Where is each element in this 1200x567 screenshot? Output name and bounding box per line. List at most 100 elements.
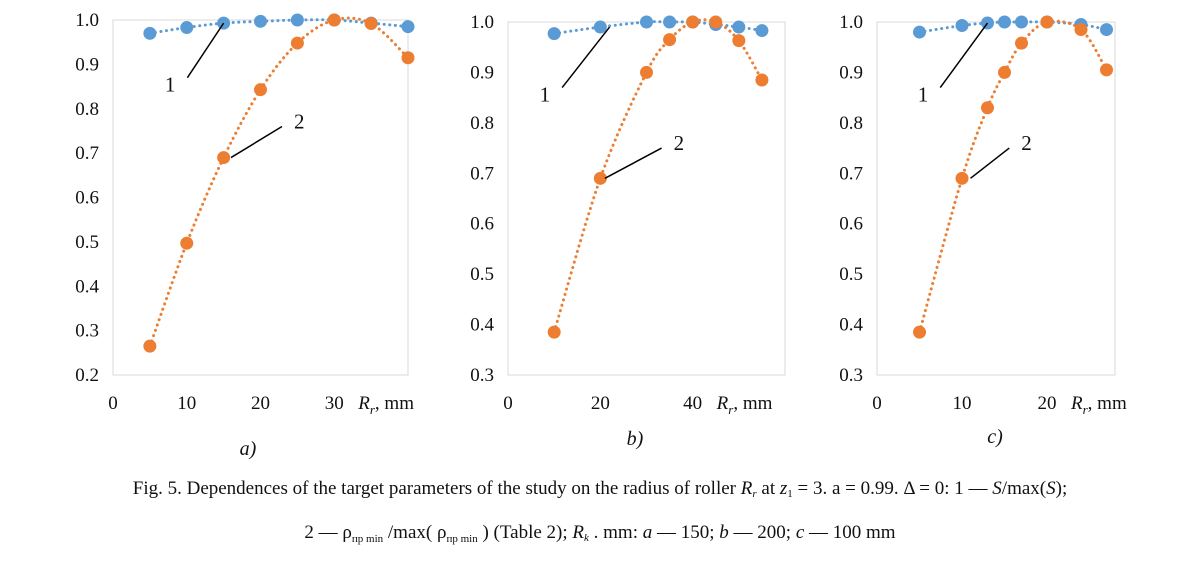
caption-text: at <box>756 478 780 499</box>
y-tick-label: 1.0 <box>470 12 494 33</box>
plot-area <box>112 19 409 376</box>
data-point-series-2 <box>143 339 157 353</box>
series-line-2 <box>918 19 1108 334</box>
data-point-series-2 <box>1074 23 1088 37</box>
data-point-series-2 <box>401 51 415 65</box>
data-point-series-2 <box>364 17 378 31</box>
data-point-series-1 <box>143 26 157 40</box>
y-tick-label: 0.4 <box>839 315 863 336</box>
data-point-series-1 <box>401 20 415 34</box>
data-point-series-2 <box>755 73 769 87</box>
x-tick-label: 0 <box>503 393 513 414</box>
y-tick-label: 0.7 <box>470 163 494 184</box>
data-point-series-1 <box>998 15 1011 29</box>
data-point-series-1 <box>254 14 267 28</box>
y-tick-label: 0.4 <box>75 276 99 297</box>
subfigure-label: c) <box>987 426 1003 448</box>
data-point-series-2 <box>640 65 653 79</box>
caption-text: — 200; <box>728 522 796 543</box>
caption-text: 2 — ρ <box>304 522 352 543</box>
y-tick-label: 0.7 <box>839 163 863 184</box>
data-point-series-2 <box>732 34 746 48</box>
caption-text: 1 <box>787 488 793 500</box>
figure-caption-line1: Fig. 5. Dependences of the target parame… <box>0 478 1200 500</box>
x-tick-label: 30 <box>325 393 344 414</box>
leader-line-1 <box>939 22 989 89</box>
y-tick-label: 0.5 <box>75 232 99 253</box>
data-point-series-2 <box>709 15 723 29</box>
data-point-series-2 <box>686 15 700 29</box>
data-point-series-1 <box>663 15 677 29</box>
data-point-series-2 <box>217 151 231 165</box>
data-point-series-1 <box>1100 23 1113 37</box>
data-point-series-2 <box>913 325 926 339</box>
x-tick-label: 20 <box>251 393 270 414</box>
x-tick-label: 0 <box>108 393 118 414</box>
data-point-series-1 <box>1015 15 1028 29</box>
data-point-series-2 <box>327 13 341 27</box>
data-point-series-1 <box>732 20 746 34</box>
y-tick-label: 1.0 <box>75 10 99 31</box>
data-point-series-2 <box>998 65 1011 79</box>
y-tick-label: 0.3 <box>75 321 99 342</box>
subfigure-label: a) <box>240 438 257 460</box>
caption-text: . mm: <box>588 522 643 543</box>
caption-text: — 100 mm <box>804 522 896 543</box>
data-point-series-1 <box>593 20 607 34</box>
y-tick-label: 0.9 <box>470 62 494 83</box>
curve-label-2: 2 <box>674 131 685 155</box>
chart-svg-c: 0.3 0.4 0.5 0.6 0.7 0.8 0.9 1.0 0 10 20 Rr, mm 1 2 c) <box>839 12 1127 448</box>
y-tick-label: 0.3 <box>839 365 863 386</box>
caption-text: a <box>642 522 653 543</box>
y-tick-label: 0.7 <box>75 143 99 164</box>
data-point-series-2 <box>593 171 607 185</box>
data-point-series-2 <box>955 171 969 185</box>
chart-svg-a: 0.2 0.3 0.4 0.5 0.6 0.7 0.8 0.9 1.0 0 10 20 30 Rr, mm… <box>75 10 415 460</box>
curve-label-2: 2 <box>294 110 305 134</box>
leader-line-2 <box>970 147 1010 179</box>
leader-line-2 <box>230 125 283 159</box>
y-tick-label: 0.4 <box>470 315 494 336</box>
data-point-series-1 <box>955 19 969 33</box>
caption-text: пр min <box>351 533 384 545</box>
caption-text: z <box>779 478 788 499</box>
y-tick-label: 0.8 <box>470 113 494 134</box>
caption-text: ); <box>1055 478 1068 499</box>
caption-text: b <box>719 522 729 543</box>
caption-text: c <box>795 522 805 543</box>
data-point-series-2 <box>663 33 677 47</box>
data-point-series-1 <box>290 13 304 27</box>
data-point-series-2 <box>1100 63 1113 77</box>
y-tick-label: 0.6 <box>839 214 863 235</box>
subfigure-label: b) <box>627 428 644 450</box>
curve-label-1: 1 <box>540 83 551 107</box>
data-point-series-2 <box>254 83 267 97</box>
x-tick-label: 20 <box>1038 393 1057 414</box>
data-point-series-2 <box>180 236 194 250</box>
chart-a: 0.2 0.3 0.4 0.5 0.6 0.7 0.8 0.9 1.0 0 10 20 30 Rr, mm… <box>10 0 440 470</box>
x-tick-label: 10 <box>177 393 196 414</box>
data-point-series-2 <box>290 36 304 50</box>
y-tick-label: 0.8 <box>839 113 863 134</box>
chart-c: 0.3 0.4 0.5 0.6 0.7 0.8 0.9 1.0 0 10 20 Rr, mm 1 2 c) <box>815 0 1200 470</box>
data-point-series-2 <box>1040 15 1054 29</box>
leader-line-1 <box>561 26 611 89</box>
data-point-series-1 <box>913 25 926 39</box>
y-tick-label: 1.0 <box>839 12 863 33</box>
data-point-series-1 <box>755 24 769 38</box>
y-tick-label: 0.9 <box>75 54 99 75</box>
caption-text: R <box>572 522 585 543</box>
caption-text: пр min <box>446 533 478 545</box>
data-point-series-1 <box>180 21 194 35</box>
y-tick-label: 0.6 <box>75 188 99 209</box>
series-line-2 <box>148 16 410 348</box>
chart-b: 0.3 0.4 0.5 0.6 0.7 0.8 0.9 1.0 0 20 40 Rr, mm 1 2 b) <box>440 0 820 470</box>
x-tick-label: 10 <box>953 393 972 414</box>
y-tick-label: 0.3 <box>470 365 494 386</box>
data-point-series-1 <box>640 15 653 29</box>
caption-text: k <box>584 532 589 544</box>
y-tick-label: 0.6 <box>470 214 494 235</box>
curve-label-2: 2 <box>1021 131 1032 155</box>
y-tick-label: 0.8 <box>75 99 99 120</box>
data-point-series-1 <box>547 27 561 41</box>
